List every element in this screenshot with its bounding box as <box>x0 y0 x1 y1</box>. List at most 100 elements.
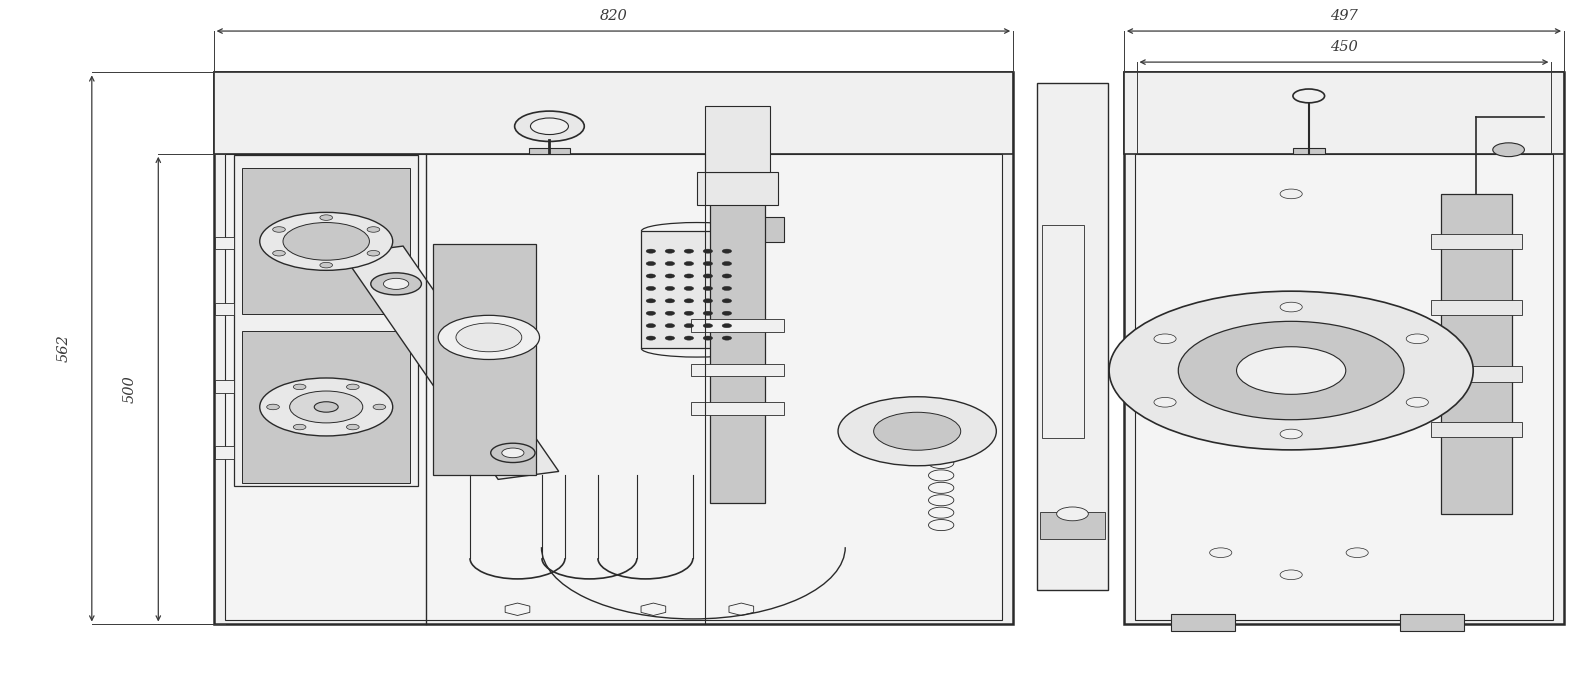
Circle shape <box>665 324 674 328</box>
Bar <box>752 217 784 241</box>
Circle shape <box>684 262 693 266</box>
Circle shape <box>684 299 693 303</box>
Circle shape <box>320 215 332 220</box>
Circle shape <box>722 299 731 303</box>
Circle shape <box>1110 291 1474 450</box>
Bar <box>692 402 785 415</box>
Bar <box>214 72 1013 154</box>
Bar <box>214 72 1013 624</box>
Circle shape <box>665 311 674 315</box>
Circle shape <box>260 213 393 270</box>
Bar <box>1431 234 1521 249</box>
Circle shape <box>646 311 655 315</box>
Circle shape <box>646 249 655 253</box>
Bar <box>434 244 537 475</box>
Circle shape <box>722 274 731 278</box>
Circle shape <box>370 273 421 295</box>
Bar <box>1441 194 1512 514</box>
Bar <box>1171 614 1235 631</box>
Circle shape <box>722 336 731 340</box>
Circle shape <box>722 324 731 328</box>
Circle shape <box>502 448 524 457</box>
Circle shape <box>293 424 306 430</box>
Bar <box>1040 512 1105 540</box>
Bar <box>1042 225 1084 438</box>
Circle shape <box>646 324 655 328</box>
Text: 450: 450 <box>1330 40 1358 54</box>
Circle shape <box>283 223 369 260</box>
Circle shape <box>1281 429 1303 439</box>
Bar <box>215 380 234 393</box>
Bar <box>529 148 570 154</box>
Circle shape <box>456 323 522 352</box>
Circle shape <box>1346 548 1368 558</box>
Circle shape <box>703 249 712 253</box>
Circle shape <box>684 324 693 328</box>
Circle shape <box>272 250 285 256</box>
Circle shape <box>837 397 996 466</box>
Bar <box>215 237 234 249</box>
Text: 500: 500 <box>123 375 136 403</box>
Circle shape <box>272 227 285 233</box>
Circle shape <box>320 262 332 268</box>
Polygon shape <box>342 246 559 480</box>
Text: 497: 497 <box>1330 9 1358 23</box>
Circle shape <box>367 250 380 256</box>
Circle shape <box>1178 322 1404 420</box>
Circle shape <box>684 286 693 290</box>
Circle shape <box>703 324 712 328</box>
Circle shape <box>260 378 393 436</box>
Circle shape <box>703 286 712 290</box>
Circle shape <box>315 402 339 412</box>
Circle shape <box>722 311 731 315</box>
Circle shape <box>1057 507 1089 521</box>
Bar <box>1293 148 1325 154</box>
Circle shape <box>646 299 655 303</box>
Circle shape <box>1406 334 1428 344</box>
Bar <box>1431 422 1521 437</box>
Circle shape <box>684 336 693 340</box>
Circle shape <box>290 391 363 423</box>
Circle shape <box>665 274 674 278</box>
Circle shape <box>665 286 674 290</box>
Circle shape <box>367 227 380 233</box>
Circle shape <box>703 262 712 266</box>
Bar <box>215 303 234 315</box>
Circle shape <box>438 315 540 359</box>
Circle shape <box>684 274 693 278</box>
Circle shape <box>1154 397 1176 407</box>
Bar <box>234 155 418 486</box>
Circle shape <box>722 286 731 290</box>
Circle shape <box>665 336 674 340</box>
Circle shape <box>684 249 693 253</box>
Text: 562: 562 <box>57 335 70 362</box>
Circle shape <box>646 274 655 278</box>
Bar <box>692 364 785 376</box>
Circle shape <box>703 311 712 315</box>
Circle shape <box>646 262 655 266</box>
Bar <box>225 154 1002 620</box>
Circle shape <box>1154 334 1176 344</box>
Bar <box>711 183 766 503</box>
Circle shape <box>703 336 712 340</box>
Bar <box>1135 154 1553 620</box>
Bar <box>242 331 410 483</box>
Circle shape <box>646 336 655 340</box>
Bar <box>1037 83 1108 590</box>
Bar <box>215 446 234 459</box>
Bar <box>698 172 779 205</box>
Circle shape <box>491 443 535 462</box>
Circle shape <box>1406 397 1428 407</box>
Circle shape <box>1493 143 1524 157</box>
Circle shape <box>383 278 408 289</box>
Circle shape <box>703 299 712 303</box>
Circle shape <box>347 424 359 430</box>
Circle shape <box>646 286 655 290</box>
Circle shape <box>1293 89 1325 103</box>
Circle shape <box>1281 189 1303 199</box>
Bar <box>641 231 752 348</box>
Circle shape <box>703 274 712 278</box>
Bar <box>692 319 785 332</box>
Circle shape <box>347 384 359 390</box>
Text: 820: 820 <box>600 9 627 23</box>
